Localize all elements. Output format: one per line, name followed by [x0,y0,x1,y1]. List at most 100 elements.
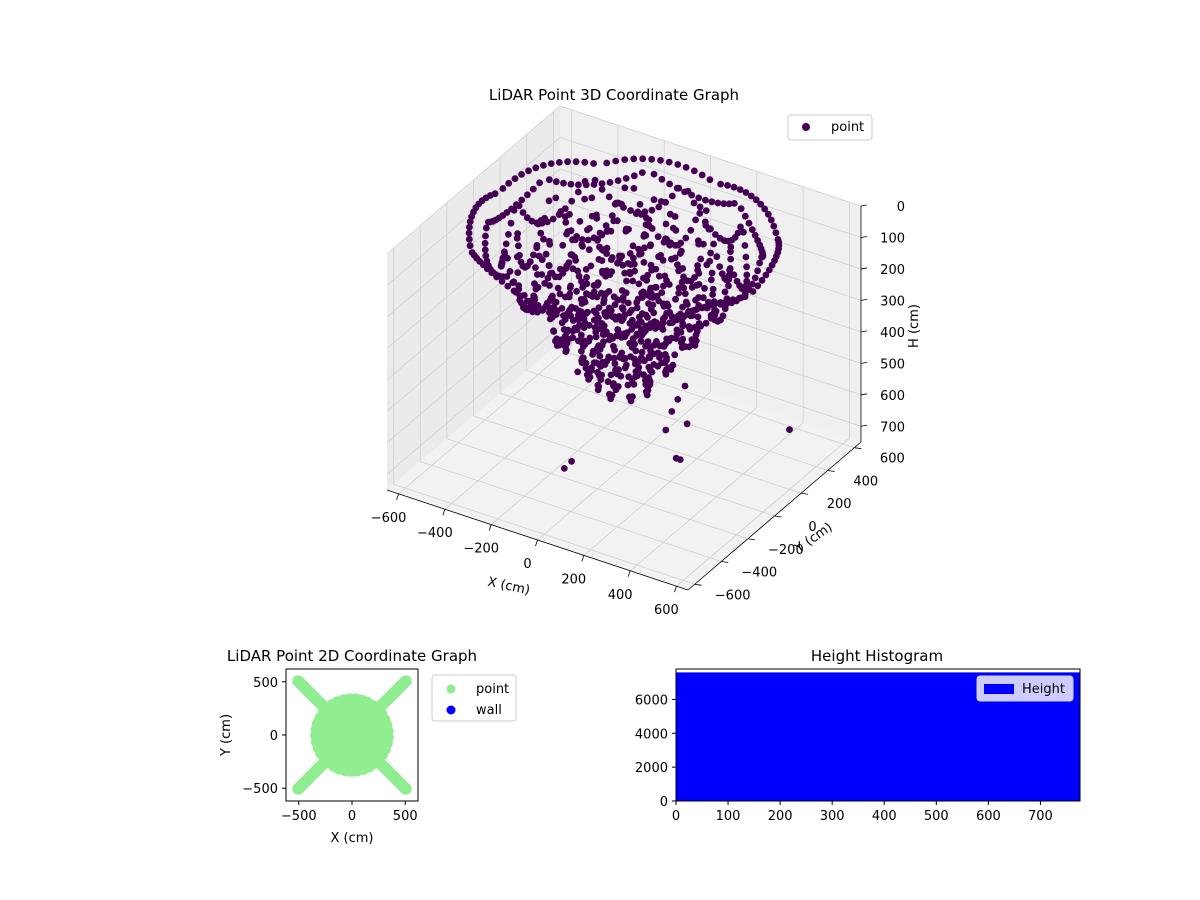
legend-marker-point [446,684,456,694]
data-point [700,240,707,248]
data-point [677,310,684,318]
data-point [568,197,576,205]
data-point [605,193,613,201]
data-point [633,304,641,312]
data-point [629,393,636,400]
data-point [622,175,630,182]
data-point [603,244,611,252]
data-point [581,195,588,203]
grid-line [473,415,775,517]
data-point [577,331,585,339]
legend-label-point: point [831,120,864,135]
data-point [730,183,738,191]
x-tick-label: 0 [523,557,531,572]
data-point [665,158,673,166]
data-point [633,299,641,306]
data-point [622,227,630,235]
data-point [677,239,685,247]
data-point [726,265,734,272]
x-tick-label: −600 [371,511,407,526]
data-point [537,229,545,237]
z-tick [860,424,868,427]
z-tick [860,299,868,301]
data-point [587,262,595,270]
data-point [688,283,696,291]
data-point [640,259,648,266]
data-point [736,186,744,194]
data-point [648,206,656,214]
data-point [531,293,538,301]
grid-line [386,263,561,412]
data-point [628,316,636,324]
data-point [584,308,591,316]
data-point [574,188,582,196]
data-point [584,236,592,244]
legend-marker-point [802,123,810,131]
x-axis-label-2d: X (cm) [331,831,374,846]
data-point [725,282,732,290]
data-point [621,355,629,362]
data-point [534,302,542,309]
y-tick-label: 2000 [635,761,668,776]
data-point [748,226,756,234]
data-point [640,371,647,379]
data-point [506,268,514,275]
data-point [611,346,618,354]
data-point [550,298,558,305]
data-point [742,253,750,261]
y-tick-label: 4000 [635,727,668,742]
data-point [532,164,540,172]
data-point [595,383,603,391]
legend-label-wall: wall [476,703,502,718]
data-point [652,283,660,291]
data-point [564,158,571,166]
grid-line [559,105,862,207]
data-point [701,284,708,292]
data-point [545,262,553,269]
data-point [605,354,613,362]
data-point [662,220,670,228]
data-point [697,255,705,263]
data-point [590,181,598,188]
outlier-point [786,426,793,433]
data-point [717,180,724,188]
data-point [671,242,679,249]
data-point [623,277,630,285]
ticks-histogram: 0 100 200 300 400 500 600 700 0 2000 4000 6000 [635,693,1053,824]
data-point [554,284,562,292]
data-point [612,199,620,207]
data-point [690,167,698,175]
data-point [566,306,574,313]
data-point [661,272,669,280]
data-point [590,282,598,289]
data-point [716,263,724,270]
legend-label-point: point [476,682,509,697]
data-point [748,280,756,288]
data-point [701,218,709,226]
data-point [668,313,676,320]
data-point [513,253,521,261]
data-point [583,280,591,288]
grid-line [386,200,561,349]
z-tick [860,361,868,364]
data-point [520,302,527,310]
data-point [567,227,575,235]
data-point [588,367,595,374]
data-point [681,290,689,298]
data-point [549,292,556,300]
data-point [549,215,557,223]
chart-title-2d: LiDAR Point 2D Coordinate Graph [227,647,477,665]
data-point [572,158,580,166]
data-point [708,269,716,277]
data-point [727,255,735,263]
z-tick-label: 100 [880,231,905,246]
data-point [708,198,716,206]
data-point [621,330,628,337]
x-tick [535,539,538,547]
data-point [536,179,543,187]
data-point [751,274,759,282]
data-point [630,260,638,268]
data-point [725,200,733,208]
data-point [612,157,620,165]
data-point [550,327,557,335]
